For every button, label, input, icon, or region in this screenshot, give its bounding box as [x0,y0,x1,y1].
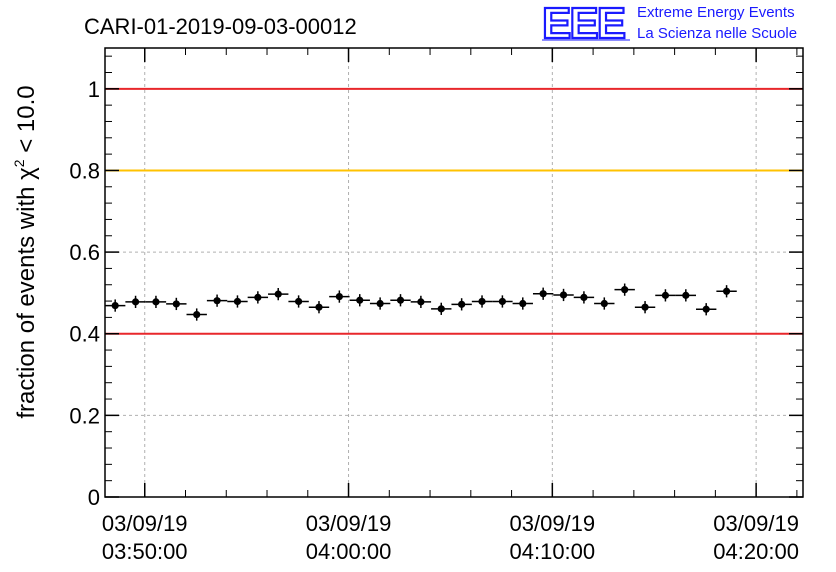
y-tick-label: 1 [88,77,100,102]
x-tick-label-time: 03:50:00 [102,539,188,564]
data-point-marker [458,300,466,308]
data-point [390,294,411,307]
data-point-marker [233,297,242,306]
y-tick-label: 0.6 [69,240,100,265]
eee-logo-letters: EEE [542,0,625,48]
data-point [105,299,126,312]
data-point-marker [111,301,119,310]
data-point-marker [295,297,303,306]
x-tick-label-time: 04:20:00 [713,539,799,564]
data-point-marker [396,296,405,304]
data-point [431,302,452,315]
data-point [696,303,717,316]
data-point-marker [722,287,731,295]
data-point [247,291,269,304]
y-axis-label-chi: χ [13,167,40,180]
data-point-marker [131,298,140,306]
y-tick-label: 0 [88,485,100,510]
data-point-marker [621,286,629,294]
y-axis-label-suffix: < 10.0 [13,85,40,159]
data-point [308,301,330,314]
data-point-marker [661,291,670,299]
data-points [105,283,737,321]
grid [105,48,803,497]
data-point [410,295,432,309]
data-point [268,288,289,301]
data-point-marker [213,297,221,305]
data-point [532,287,554,300]
data-point [206,294,228,307]
data-point-marker [437,305,445,313]
data-point-marker [682,291,690,299]
data-point-marker [478,297,486,306]
data-point-marker [641,303,649,311]
data-point [288,295,309,308]
data-point-marker [600,299,608,308]
data-point [329,290,350,303]
x-tick-label-date: 03/09/19 [713,511,799,536]
data-point-marker [559,291,568,299]
data-point [227,295,248,308]
x-tick-labels: 03/09/19 03:50:00 03/09/19 04:00:00 03/09/19… [102,511,799,564]
x-tick-label-date: 03/09/19 [102,511,188,536]
data-point-marker [193,310,201,319]
y-tick-labels: 0 0.2 0.4 0.6 0.8 1 [69,77,100,510]
data-point [451,298,472,311]
data-point [471,295,493,308]
data-point-marker [702,305,710,313]
logo-line-1: Extreme Energy Events [637,4,795,21]
data-point-marker [172,300,180,308]
data-point-marker [580,293,588,301]
data-point-marker [274,290,282,298]
chart-title: CARI-01-2019-09-03-00012 [84,14,357,39]
data-point [369,297,391,310]
y-tick-label: 0.2 [69,403,100,428]
data-point [716,285,737,298]
data-point [145,295,167,309]
data-point-marker [152,298,160,306]
data-point [492,295,513,308]
y-axis-label-prefix: fraction of events with [13,180,40,419]
plot-frame [104,47,804,498]
x-tick-label-time: 04:10:00 [510,539,596,564]
data-point-marker [376,299,384,308]
data-point-marker [356,296,364,304]
data-point-marker [335,292,343,301]
data-point-marker [254,293,262,301]
y-axis-label: fraction of events with χ2 < 10.0 [11,85,40,418]
data-point [594,297,615,310]
data-point [166,297,187,311]
x-tick-label-time: 04:00:00 [306,539,392,564]
x-tick-label-date: 03/09/19 [510,511,596,536]
y-axis-label-exp: 2 [11,159,27,167]
data-point [125,295,146,309]
data-point [512,297,533,310]
data-point-marker [519,299,527,308]
axes [104,47,804,498]
x-tick-label-date: 03/09/19 [306,511,392,536]
logo-line-2: La Scienza nelle Scuole [637,25,797,42]
reference-lines [105,87,803,335]
data-point [634,301,656,314]
y-tick-label: 0.8 [69,158,100,183]
data-point [573,291,595,304]
data-point [614,283,635,296]
data-point-marker [498,297,507,306]
data-point [553,288,574,302]
data-point [655,289,676,302]
data-point [186,308,207,321]
data-point [349,294,370,307]
data-point-marker [315,303,323,311]
data-point-marker [417,298,425,306]
eee-logo: EEE Extreme Energy Events La Scienza nel… [541,0,797,49]
y-tick-label: 0.4 [69,322,100,347]
data-point [675,289,697,302]
data-point-marker [539,290,547,298]
